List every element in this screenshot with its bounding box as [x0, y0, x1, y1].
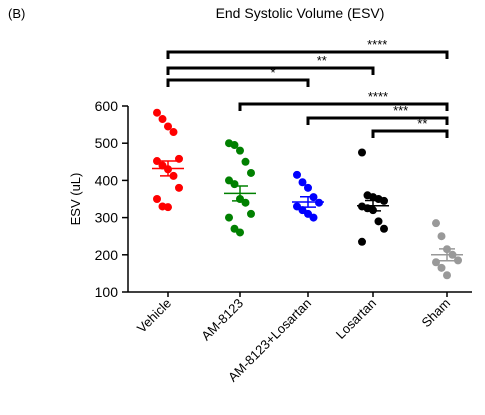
significance-label: **: [317, 53, 327, 68]
data-point: [247, 209, 255, 218]
significance-bracket: [371, 129, 449, 138]
data-point: [236, 228, 244, 237]
data-point: [432, 219, 440, 228]
data-point: [437, 232, 446, 241]
y-tick-label: 300: [95, 210, 119, 226]
data-point: [432, 258, 440, 267]
error-bar: [365, 199, 381, 212]
data-point: [437, 263, 446, 272]
x-tick-label: Sham: [418, 296, 453, 331]
data-point: [153, 195, 161, 203]
error-bar: [439, 248, 455, 262]
error-bar: [160, 160, 176, 177]
significance-label: *: [270, 65, 275, 80]
x-tick-label: Vehicle: [134, 296, 174, 336]
panel-label: (B): [8, 6, 25, 21]
significance-bracket: [166, 66, 375, 75]
data-point: [443, 271, 451, 280]
data-point: [247, 168, 255, 177]
data-point: [153, 157, 161, 166]
data-point: [241, 198, 250, 207]
data-point: [158, 115, 167, 124]
x-tick-label: AM-8123: [198, 296, 246, 344]
data-point: [169, 128, 178, 137]
data-point: [293, 170, 301, 179]
data-point: [304, 183, 312, 192]
significance-bracket: [166, 78, 310, 87]
data-point: [230, 180, 239, 189]
data-point: [358, 148, 366, 157]
data-point: [454, 256, 462, 265]
y-axis-label: ESV (uL): [68, 173, 83, 226]
data-point: [230, 141, 239, 150]
error-bar: [232, 185, 248, 202]
data-point: [225, 213, 233, 222]
significance-bracket: [166, 50, 449, 59]
significance-bracket: [306, 116, 449, 125]
chart-title: End Systolic Volume (ESV): [216, 5, 385, 21]
x-tick-label: Losartan: [333, 296, 379, 342]
significance-label: ***: [393, 103, 408, 118]
data-point: [358, 237, 366, 246]
data-point: [153, 108, 161, 117]
data-point: [236, 146, 244, 155]
data-point: [309, 213, 318, 222]
significance-label: **: [417, 116, 427, 131]
y-tick-label: 500: [95, 135, 119, 151]
y-tick-label: 600: [95, 98, 119, 114]
data-point: [298, 178, 307, 187]
y-tick-label: 200: [95, 247, 119, 263]
data-point: [374, 217, 383, 226]
data-point: [380, 224, 388, 233]
data-point: [175, 154, 183, 163]
data-point: [241, 157, 250, 166]
error-bar: [300, 196, 316, 208]
significance-label: ****: [367, 37, 387, 52]
significance-bracket: [238, 102, 449, 111]
data-point: [164, 203, 172, 212]
data-point: [175, 183, 183, 192]
data-point: [380, 196, 388, 205]
y-tick-label: 400: [95, 172, 119, 188]
data-point: [164, 122, 172, 131]
y-tick-label: 100: [95, 284, 119, 300]
significance-label: ****: [368, 89, 388, 104]
